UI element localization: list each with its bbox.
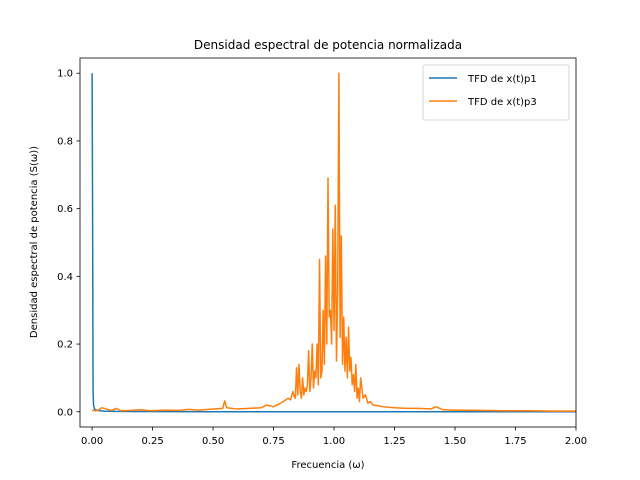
x-tick-label: 2.00 [565,436,587,447]
y-tick-label: 0.0 [57,407,73,418]
x-tick-label: 1.00 [323,436,345,447]
y-axis-label: Densidad espectral de potencia (S(ω)) [29,146,40,338]
y-tick-label: 0.6 [57,204,73,215]
x-tick-label: 1.50 [444,436,466,447]
legend: TFD de x(t)p1 TFD de x(t)p3 [422,64,570,121]
x-tick-label: 1.25 [383,436,405,447]
legend-box [422,64,570,121]
x-axis: 0.00 0.25 0.50 0.75 1.00 1.25 1.50 1.75 2.00 [81,427,587,447]
x-tick-label: 0.75 [262,436,284,447]
series-line-p3 [92,72,576,412]
y-tick-label: 0.2 [57,340,73,351]
y-axis: 0.0 0.2 0.4 0.6 0.8 1.0 [57,69,80,418]
x-axis-label: Frecuencia (ω) [291,460,364,471]
x-tick-label: 1.75 [504,436,526,447]
series-layer [91,72,576,413]
x-tick-label: 0.25 [141,436,163,447]
legend-label-p3: TFD de x(t)p3 [467,97,537,108]
y-tick-label: 1.0 [57,69,73,80]
series-line-p1 [91,73,576,413]
plot-frame [79,57,577,428]
chart-title: Densidad espectral de potencia normaliza… [194,38,462,52]
legend-label-p1: TFD de x(t)p1 [467,74,537,85]
y-tick-label: 0.8 [57,136,73,147]
x-tick-label: 0.00 [81,436,103,447]
x-tick-label: 0.50 [202,436,224,447]
y-tick-label: 0.4 [57,272,73,283]
